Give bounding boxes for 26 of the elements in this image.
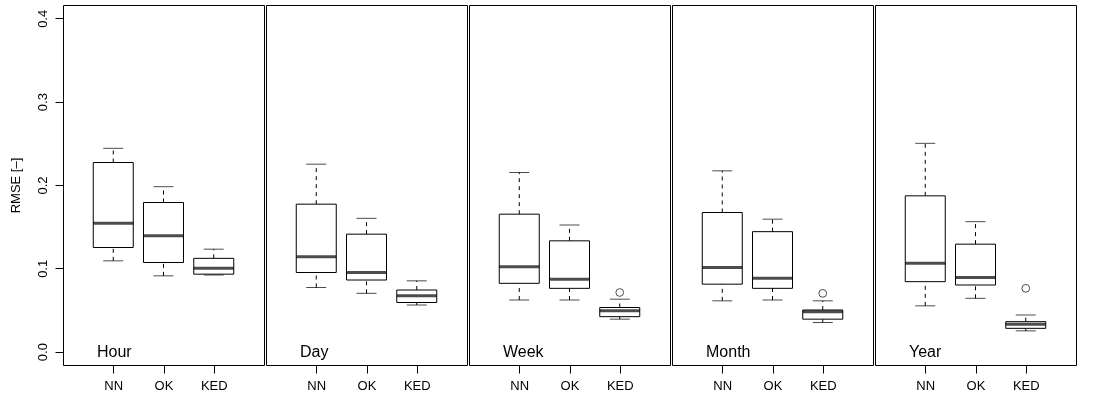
x-tick-label: KED — [403, 377, 431, 393]
x-tick-label: NN — [713, 377, 733, 393]
x-tick-label: NN — [510, 377, 530, 393]
x-tick-label: OK — [560, 377, 580, 393]
text: Month — [706, 343, 751, 360]
y-tick-label: 0.1 — [34, 259, 50, 278]
y-tick-label: 0.0 — [34, 343, 50, 362]
x-tick-label: NN — [916, 377, 936, 393]
x-tick-label: OK — [154, 377, 174, 393]
x-tick-label: KED — [606, 377, 634, 393]
x-tick-label: KED — [1012, 377, 1040, 393]
text: Week — [503, 343, 545, 360]
y-axis-title: RMSE [–] — [7, 157, 23, 214]
text: Day — [300, 343, 329, 360]
y-tick-label: 0.3 — [34, 93, 50, 112]
x-tick-label: OK — [966, 377, 986, 393]
x-tick-label: OK — [763, 377, 783, 393]
x-tick-label: NN — [307, 377, 327, 393]
x-tick-label: KED — [809, 377, 837, 393]
x-tick-label: KED — [200, 377, 228, 393]
y-tick-label: 0.4 — [34, 9, 50, 28]
y-tick-label: 0.2 — [34, 176, 50, 195]
text: Hour — [97, 343, 133, 360]
x-tick-label: NN — [104, 377, 124, 393]
x-tick-label: OK — [357, 377, 377, 393]
text: Year — [909, 343, 942, 360]
